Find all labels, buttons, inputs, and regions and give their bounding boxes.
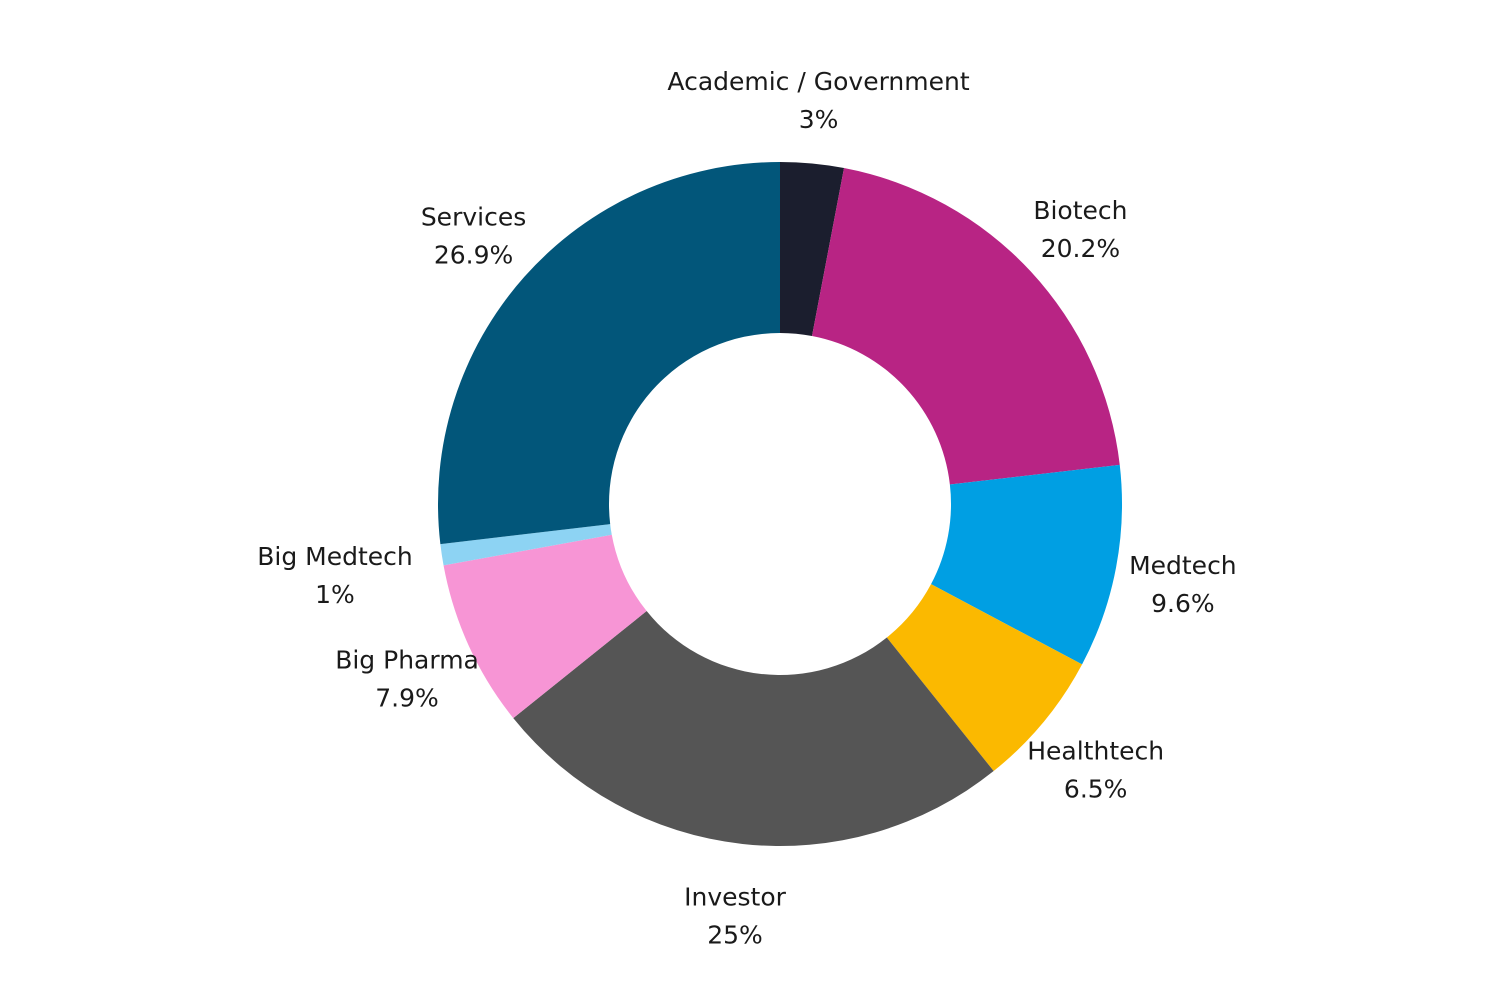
slice-label: Healthtech (1027, 737, 1164, 766)
slice-label: Medtech (1129, 551, 1237, 580)
slice-value-label: 1% (315, 580, 355, 609)
slice-value-label: 6.5% (1064, 775, 1128, 804)
slice-big-medtech (440, 524, 612, 566)
slice-academic-government (780, 162, 845, 337)
slice-value-label: 25% (707, 921, 763, 950)
slice-big-pharma (443, 534, 647, 719)
slice-services (437, 162, 780, 545)
slice-label: Big Medtech (257, 542, 413, 571)
slice-medtech (931, 464, 1122, 665)
slice-label: Services (421, 203, 526, 232)
slice-value-label: 9.6% (1151, 589, 1215, 618)
slice-value-label: 20.2% (1041, 234, 1120, 263)
slice-label: Biotech (1033, 196, 1127, 225)
slice-label: Investor (684, 883, 787, 912)
slice-value-label: 26.9% (434, 241, 513, 270)
slice-label: Big Pharma (335, 645, 479, 674)
slice-healthtech (886, 584, 1083, 772)
slice-label: Academic / Government (667, 67, 969, 96)
slice-investor (513, 611, 994, 846)
slice-biotech (812, 168, 1120, 485)
slice-value-label: 7.9% (375, 683, 439, 712)
slice-value-label: 3% (799, 105, 839, 134)
